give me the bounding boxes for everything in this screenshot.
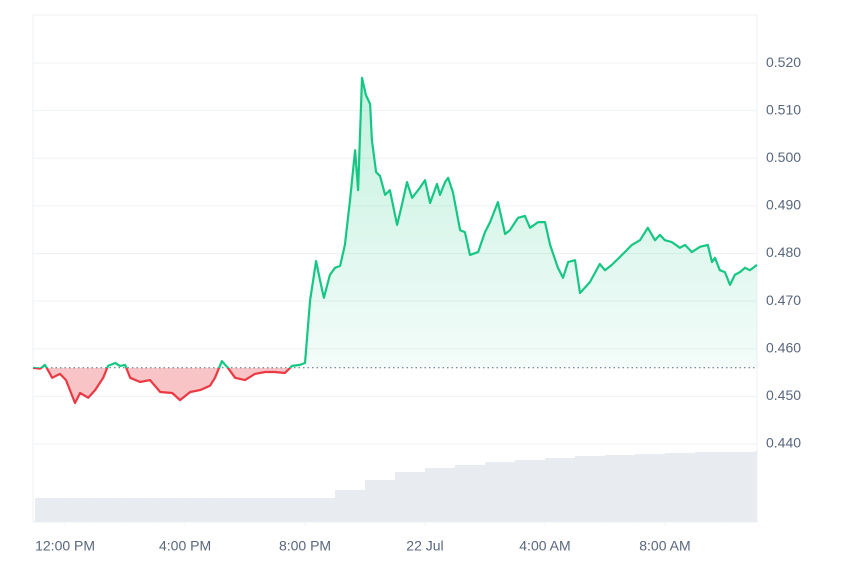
volume-bar [185,498,216,522]
volume-bar [574,456,605,522]
volume-bar [365,480,395,522]
y-tick-label: 0.500 [766,149,801,165]
volume-bar [245,498,276,522]
y-tick-label: 0.490 [766,197,801,213]
volume-bar [95,498,126,522]
volume-bar [335,490,366,522]
y-tick-label: 0.470 [766,292,801,308]
x-tick-label: 8:00 AM [639,538,690,554]
volume-bar [305,498,336,522]
y-tick-label: 0.460 [766,339,801,355]
volume-bar [125,498,156,522]
volume-bar [424,468,455,522]
volume-bar [215,498,246,522]
volume-bar [514,460,545,522]
y-tick-label: 0.440 [766,435,801,451]
volume-bar [275,498,306,522]
volume-bar [155,498,186,522]
volume-bar [35,498,66,522]
area-fill [33,77,757,404]
volume-bar [544,458,575,522]
x-tick-label: 8:00 PM [279,538,331,554]
volume-bar [65,498,96,522]
volume-bar [634,454,665,522]
x-tick-label: 4:00 PM [159,538,211,554]
x-tick-label: 12:00 PM [35,538,95,554]
volume-bar [754,451,757,522]
volume-bar [724,452,755,522]
volume-bar [664,453,695,522]
y-tick-label: 0.520 [766,54,801,70]
price-line [32,76,758,405]
x-tick-label: 4:00 AM [519,538,570,554]
y-tick-label: 0.480 [766,244,801,260]
y-tick-label: 0.510 [766,101,801,117]
volume-bar [604,455,635,522]
y-tick-label: 0.450 [766,387,801,403]
x-tick-label: 22 Jul [406,538,443,554]
volume-bar [694,452,725,522]
volume-bar [454,465,485,522]
volume-bar [484,462,515,522]
volume-bar [395,472,425,522]
